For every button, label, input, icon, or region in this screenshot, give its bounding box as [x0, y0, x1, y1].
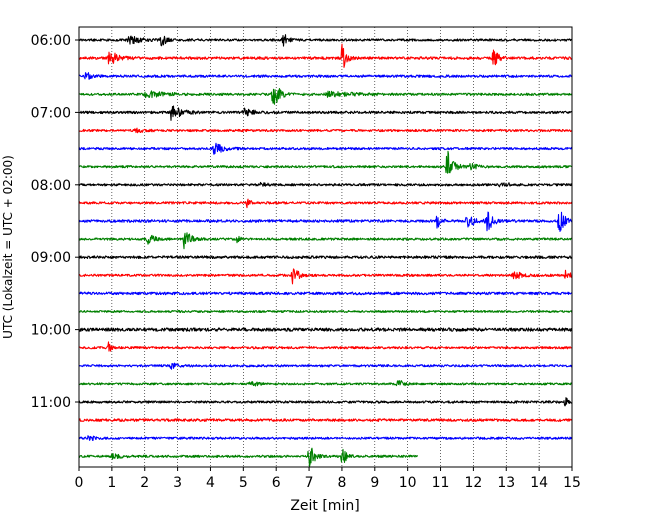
trace-line — [78, 211, 573, 233]
x-tick-label: 12 — [464, 475, 482, 491]
y-tick-label: 11:00 — [31, 395, 71, 411]
trace-line — [78, 362, 573, 370]
seismic-traces — [78, 34, 573, 467]
x-tick-label: 5 — [239, 475, 248, 491]
trace-line — [78, 309, 573, 314]
y-tick-label: 09:00 — [31, 250, 71, 266]
trace-line — [78, 88, 573, 105]
y-tick-label: 08:00 — [31, 178, 71, 194]
trace-line — [78, 327, 573, 332]
trace-line — [78, 127, 573, 134]
x-axis-ticks: 0 1 2 3 4 5 6 7 8 9 10 11 12 13 14 15 — [75, 467, 581, 491]
trace-line — [78, 34, 573, 47]
trace-line — [78, 291, 573, 296]
x-tick-label: 14 — [530, 475, 548, 491]
x-tick-label: 0 — [75, 475, 84, 491]
trace-line — [78, 72, 573, 80]
y-tick-label: 06:00 — [31, 33, 71, 49]
x-tick-label: 9 — [370, 475, 379, 491]
trace-line — [78, 105, 573, 121]
x-tick-label: 2 — [140, 475, 149, 491]
trace-line — [78, 380, 573, 387]
y-tick-label: 10:00 — [31, 323, 71, 339]
y-tick-label: 07:00 — [31, 105, 71, 121]
x-tick-label: 10 — [399, 475, 417, 491]
x-tick-label: 1 — [107, 475, 116, 491]
trace-line — [78, 418, 573, 422]
trace-line — [78, 198, 573, 209]
y-axis-ticks: 06:00 07:00 08:00 09:00 10:00 11:00 — [31, 33, 79, 411]
x-tick-label: 15 — [563, 475, 581, 491]
x-tick-label: 13 — [497, 475, 515, 491]
trace-line — [78, 447, 419, 467]
x-tick-label: 7 — [305, 475, 314, 491]
x-tick-label: 4 — [206, 475, 215, 491]
x-tick-label: 3 — [173, 475, 182, 491]
x-axis-label: Zeit [min] — [290, 498, 359, 514]
x-tick-label: 11 — [432, 475, 450, 491]
plot-frame — [78, 26, 573, 468]
trace-line — [78, 435, 573, 442]
trace-line — [78, 255, 573, 260]
x-tick-label: 6 — [272, 475, 281, 491]
y-axis-label: UTC (Lokalzeit = UTC + 02:00) — [1, 155, 15, 339]
trace-line — [78, 43, 573, 68]
trace-line — [78, 181, 573, 188]
trace-line — [78, 142, 573, 155]
trace-line — [78, 341, 573, 352]
vertical-grid — [111, 27, 540, 467]
trace-line — [78, 268, 573, 285]
trace-line — [78, 397, 573, 407]
x-tick-label: 8 — [337, 475, 346, 491]
trace-line — [78, 232, 573, 250]
trace-line — [78, 150, 573, 174]
